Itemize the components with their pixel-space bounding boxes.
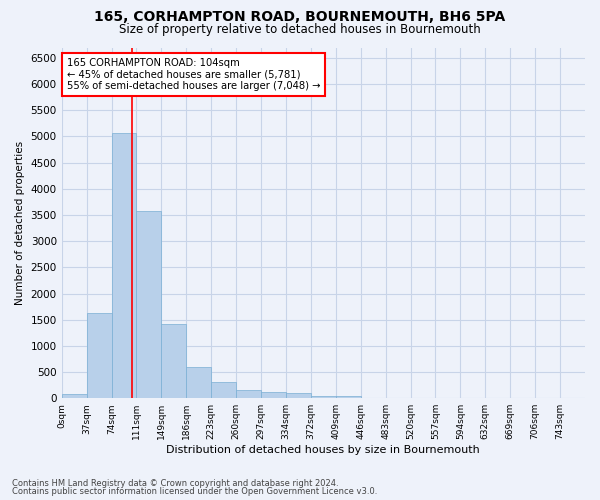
Bar [261,392,286,398]
Bar [286,394,311,398]
Bar [236,390,261,398]
Y-axis label: Number of detached properties: Number of detached properties [15,141,25,305]
Text: 165, CORHAMPTON ROAD, BOURNEMOUTH, BH6 5PA: 165, CORHAMPTON ROAD, BOURNEMOUTH, BH6 5… [94,10,506,24]
Text: Contains HM Land Registry data © Crown copyright and database right 2024.: Contains HM Land Registry data © Crown c… [12,478,338,488]
Text: 165 CORHAMPTON ROAD: 104sqm
← 45% of detached houses are smaller (5,781)
55% of : 165 CORHAMPTON ROAD: 104sqm ← 45% of det… [67,58,320,91]
Bar [161,324,186,398]
Text: Contains public sector information licensed under the Open Government Licence v3: Contains public sector information licen… [12,487,377,496]
Bar [186,367,211,398]
X-axis label: Distribution of detached houses by size in Bournemouth: Distribution of detached houses by size … [166,445,480,455]
Bar [136,211,161,398]
Bar [336,396,361,398]
Text: Size of property relative to detached houses in Bournemouth: Size of property relative to detached ho… [119,22,481,36]
Bar [211,382,236,398]
Bar [112,132,136,398]
Bar [311,396,336,398]
Bar [86,313,112,398]
Bar [62,394,86,398]
